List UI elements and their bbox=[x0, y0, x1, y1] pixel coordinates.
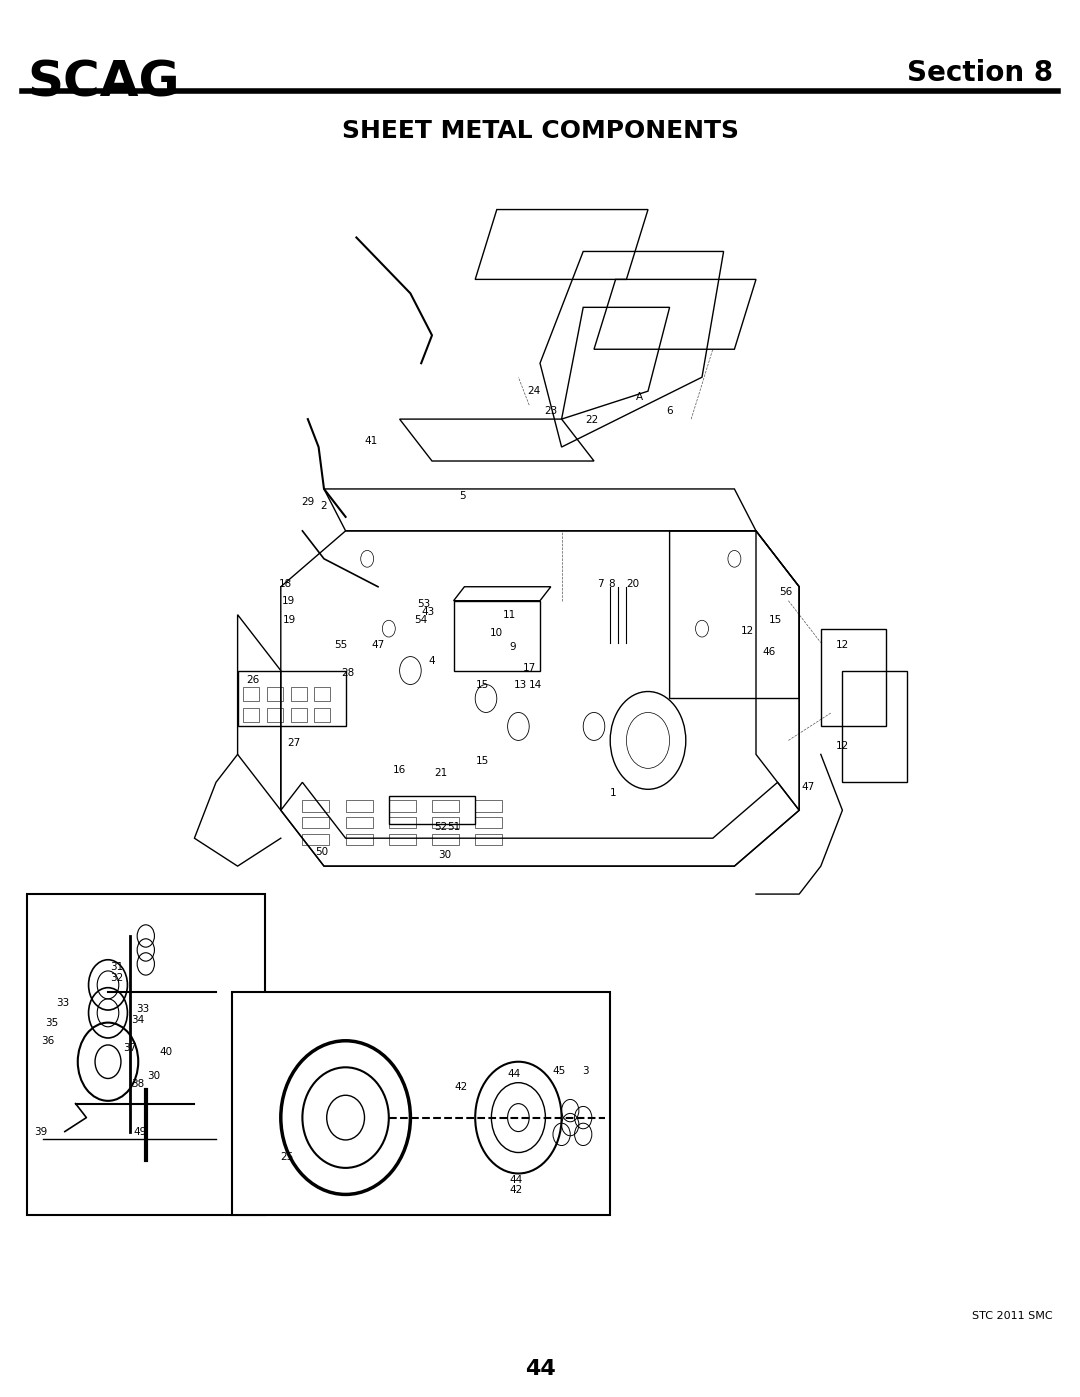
Text: 33: 33 bbox=[136, 1003, 149, 1014]
Text: Section 8: Section 8 bbox=[907, 59, 1053, 87]
Text: 36: 36 bbox=[41, 1035, 54, 1046]
Text: STC 2011 SMC: STC 2011 SMC bbox=[972, 1310, 1053, 1322]
Text: 47: 47 bbox=[801, 781, 814, 792]
Text: 38: 38 bbox=[132, 1078, 145, 1090]
Text: 23: 23 bbox=[544, 405, 557, 416]
Text: 9: 9 bbox=[510, 641, 516, 652]
Bar bbox=[27, 894, 265, 1215]
Text: 30: 30 bbox=[438, 849, 451, 861]
Text: 19: 19 bbox=[283, 615, 296, 626]
Text: 13: 13 bbox=[514, 679, 527, 690]
Text: 12: 12 bbox=[836, 740, 849, 752]
Text: 11: 11 bbox=[503, 609, 516, 620]
Text: 18: 18 bbox=[279, 578, 292, 590]
Text: 15: 15 bbox=[476, 679, 489, 690]
Text: 24: 24 bbox=[527, 386, 540, 397]
Text: 28: 28 bbox=[341, 668, 354, 679]
Text: 15: 15 bbox=[476, 756, 489, 767]
Text: 1: 1 bbox=[610, 788, 617, 799]
Text: 52: 52 bbox=[434, 821, 447, 833]
Text: 16: 16 bbox=[393, 764, 406, 775]
Text: 46: 46 bbox=[762, 647, 775, 658]
Text: 45: 45 bbox=[553, 1066, 566, 1077]
Text: 30: 30 bbox=[147, 1070, 160, 1081]
Text: 37: 37 bbox=[123, 1042, 136, 1053]
Text: 8: 8 bbox=[608, 578, 615, 590]
Text: 17: 17 bbox=[523, 662, 536, 673]
Text: SHEET METAL COMPONENTS: SHEET METAL COMPONENTS bbox=[341, 119, 739, 142]
Text: 21: 21 bbox=[434, 767, 447, 778]
Text: 3: 3 bbox=[582, 1066, 589, 1077]
Text: 49: 49 bbox=[134, 1126, 147, 1137]
Text: 19: 19 bbox=[282, 595, 295, 606]
Text: 10: 10 bbox=[490, 627, 503, 638]
Text: 53: 53 bbox=[417, 598, 430, 609]
Text: 42: 42 bbox=[510, 1185, 523, 1196]
Text: 54: 54 bbox=[415, 615, 428, 626]
Text: 56: 56 bbox=[780, 587, 793, 598]
Text: A: A bbox=[636, 391, 643, 402]
Text: 6: 6 bbox=[666, 405, 673, 416]
Text: 29: 29 bbox=[301, 496, 314, 507]
Text: 22: 22 bbox=[585, 415, 598, 426]
Text: 26: 26 bbox=[246, 675, 259, 686]
Text: 15: 15 bbox=[769, 615, 782, 626]
Text: 20: 20 bbox=[626, 578, 639, 590]
Text: 50: 50 bbox=[315, 847, 328, 858]
Text: 32: 32 bbox=[110, 972, 123, 983]
Text: 51: 51 bbox=[447, 821, 460, 833]
Text: 33: 33 bbox=[56, 997, 69, 1009]
Text: 42: 42 bbox=[455, 1081, 468, 1092]
Text: 55: 55 bbox=[335, 640, 348, 651]
Text: 43: 43 bbox=[421, 606, 434, 617]
Text: 39: 39 bbox=[35, 1126, 48, 1137]
Text: 4: 4 bbox=[429, 655, 435, 666]
Text: 34: 34 bbox=[132, 1014, 145, 1025]
Text: 2: 2 bbox=[321, 500, 327, 511]
Text: 41: 41 bbox=[365, 436, 378, 447]
Text: SCAG: SCAG bbox=[27, 59, 179, 106]
Text: 44: 44 bbox=[525, 1359, 555, 1379]
Bar bbox=[232, 992, 610, 1215]
Text: 27: 27 bbox=[287, 738, 300, 749]
Text: 44: 44 bbox=[508, 1069, 521, 1080]
Text: 12: 12 bbox=[741, 626, 754, 637]
Text: 31: 31 bbox=[110, 961, 123, 972]
Text: 5: 5 bbox=[459, 490, 465, 502]
Text: 44: 44 bbox=[510, 1175, 523, 1186]
Text: 7: 7 bbox=[597, 578, 604, 590]
Text: 12: 12 bbox=[836, 640, 849, 651]
Text: 14: 14 bbox=[529, 679, 542, 690]
Text: 25: 25 bbox=[281, 1151, 294, 1162]
Text: 40: 40 bbox=[160, 1046, 173, 1058]
Text: 47: 47 bbox=[372, 640, 384, 651]
Text: 35: 35 bbox=[45, 1017, 58, 1028]
